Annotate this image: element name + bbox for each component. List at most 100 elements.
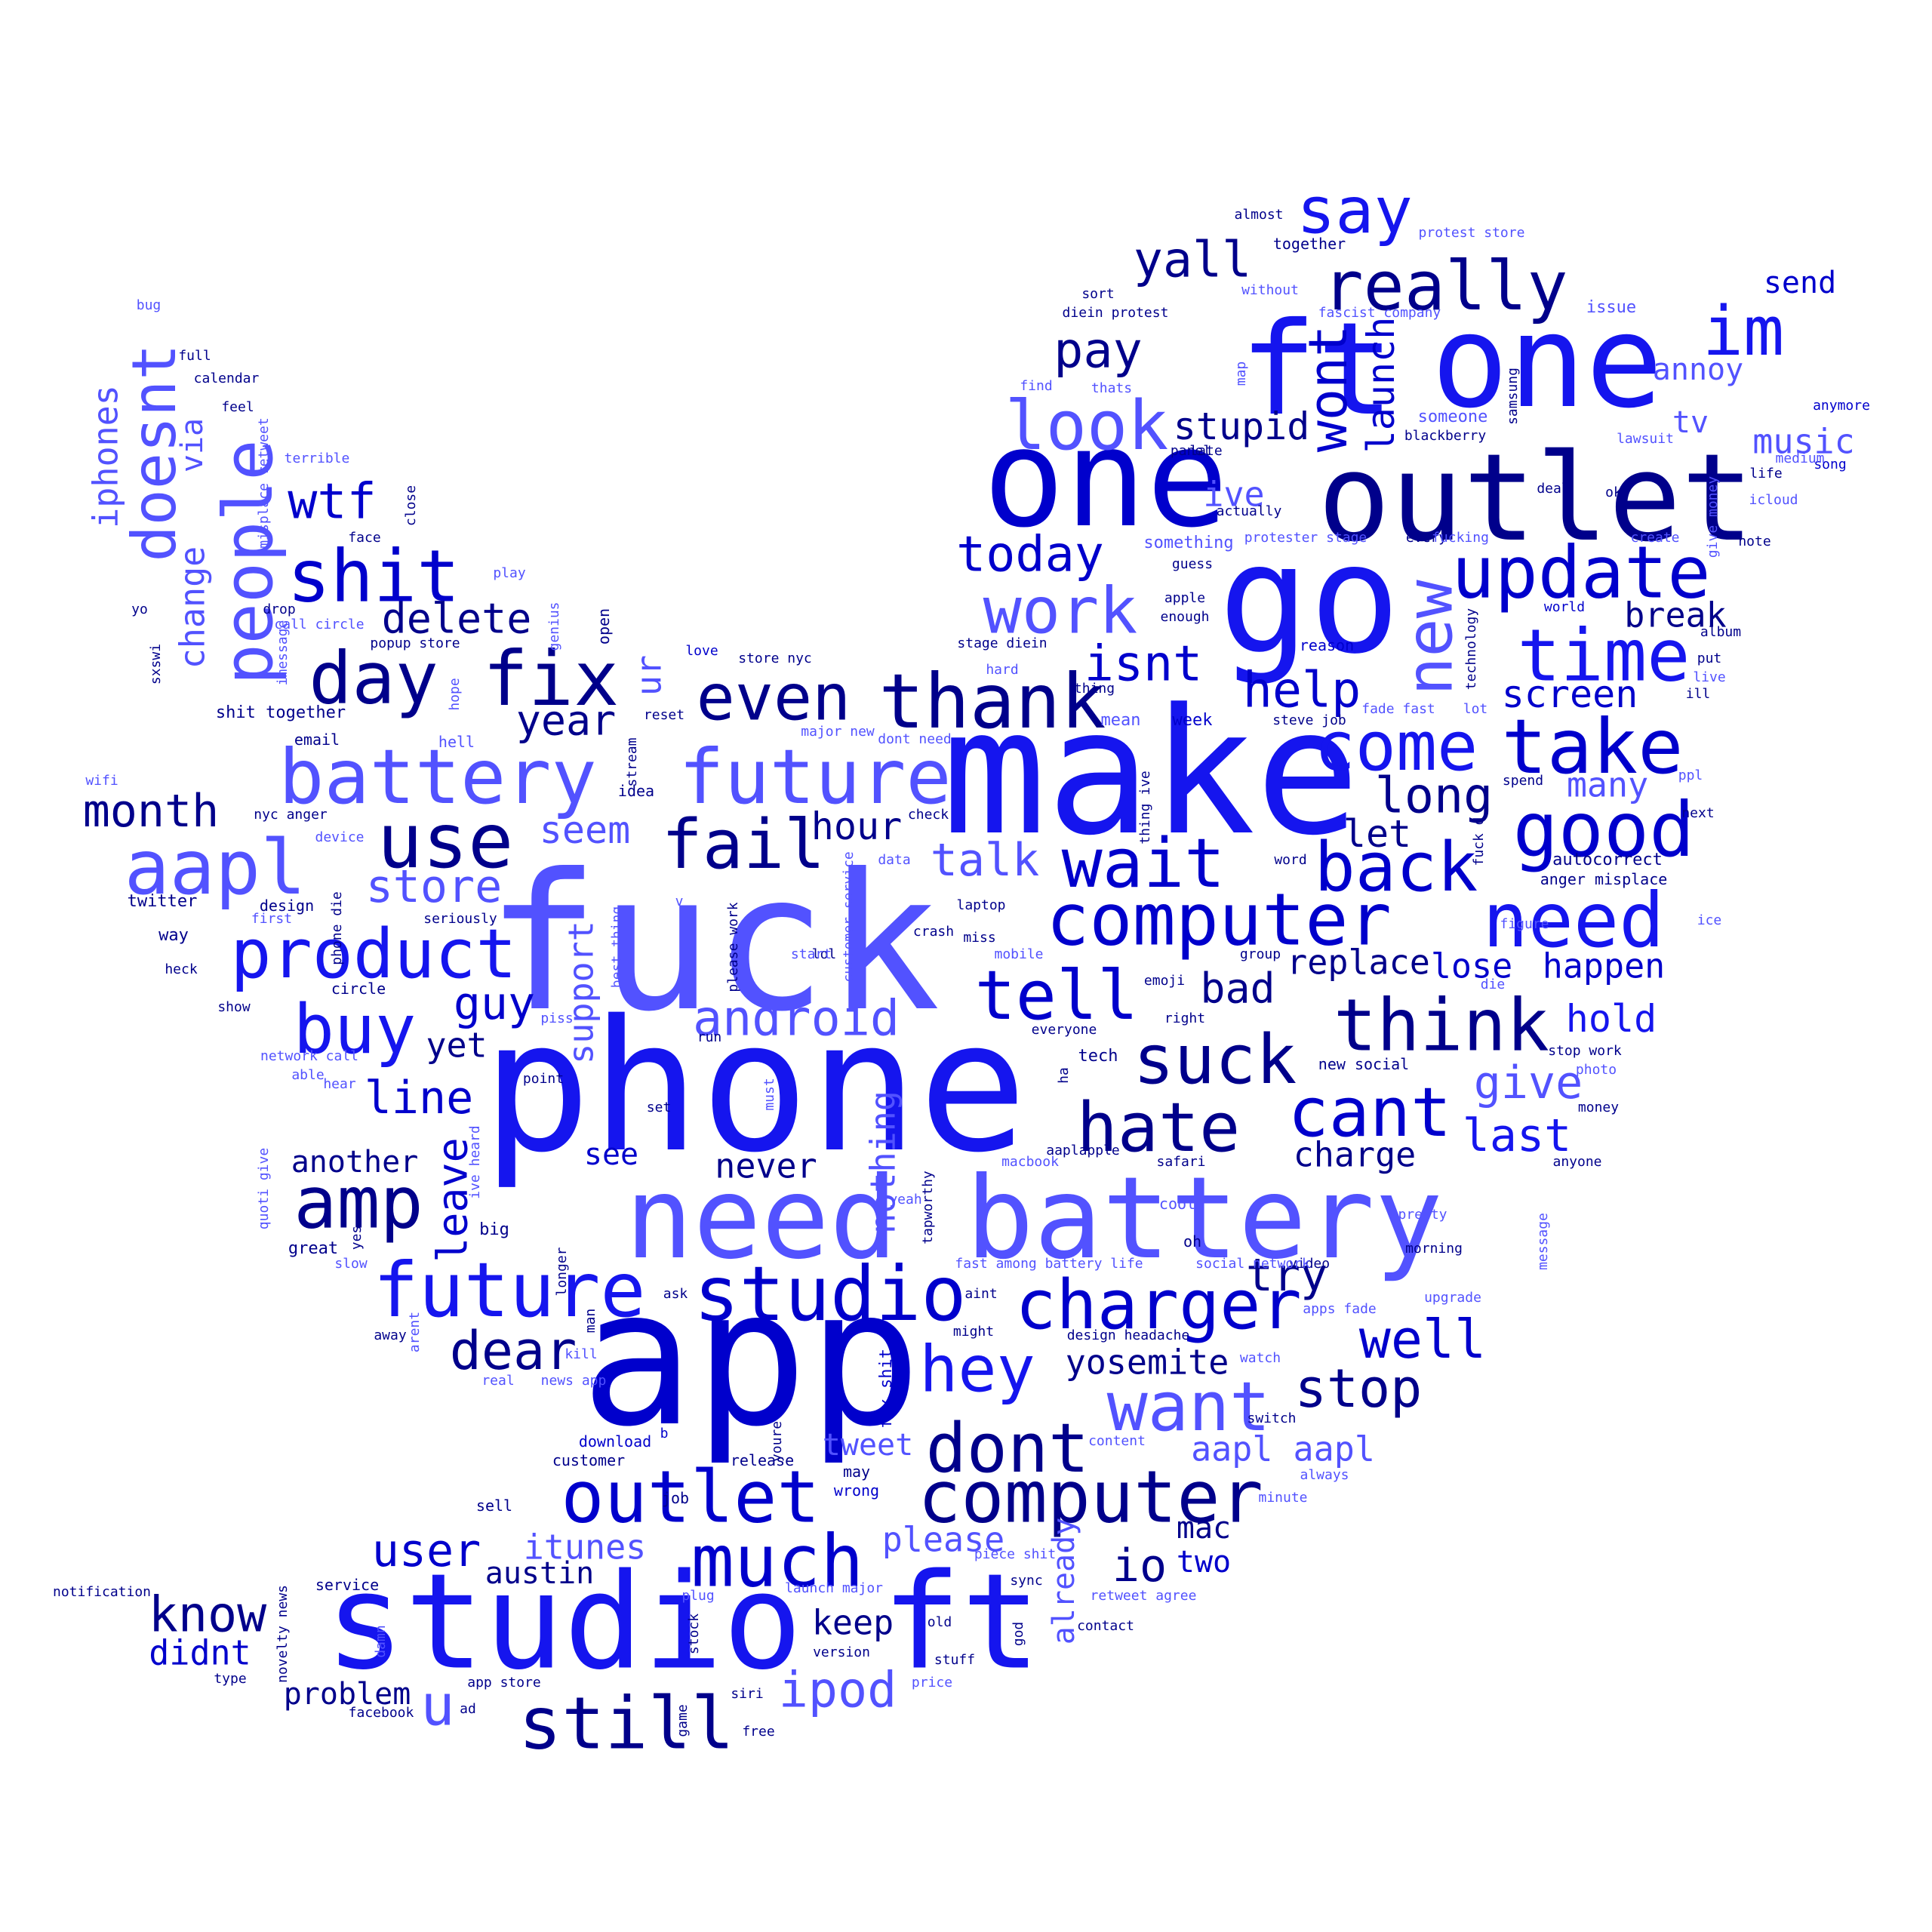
- word: close: [403, 485, 419, 527]
- word: network call: [260, 1048, 359, 1064]
- word: slow: [334, 1256, 368, 1272]
- word: take: [1501, 703, 1684, 791]
- word: see: [583, 1137, 639, 1172]
- word: app store: [467, 1675, 541, 1690]
- word: lot: [1463, 701, 1488, 717]
- word: note: [1738, 534, 1771, 549]
- word: yall: [1133, 232, 1252, 289]
- word: update: [1451, 531, 1711, 615]
- word: go: [1218, 512, 1401, 688]
- word: already: [1047, 1517, 1081, 1645]
- word: download: [578, 1432, 652, 1451]
- word: arent: [407, 1311, 423, 1353]
- word: stop work: [1548, 1043, 1622, 1059]
- word: wait: [1061, 824, 1226, 903]
- word: ive: [1203, 474, 1265, 515]
- word: kill: [565, 1346, 598, 1362]
- word: fuck: [485, 833, 941, 1053]
- word: someone: [1417, 408, 1488, 426]
- word: think: [1334, 984, 1549, 1068]
- word: seem: [539, 808, 631, 852]
- word: fuck d: [1471, 817, 1487, 866]
- word: outlet: [561, 1456, 820, 1540]
- word: u: [420, 1672, 455, 1739]
- word: version: [813, 1644, 870, 1660]
- word: laptop: [956, 897, 1006, 913]
- word: first: [251, 911, 293, 927]
- word: never: [715, 1146, 817, 1186]
- word: need battery: [625, 1153, 1443, 1284]
- word: new social: [1318, 1055, 1410, 1073]
- word: misplace retweet: [256, 417, 272, 549]
- word: anger misplace: [1540, 870, 1668, 888]
- word: fail: [661, 805, 826, 884]
- word: well: [1358, 1309, 1487, 1371]
- word: please work: [725, 902, 741, 992]
- word: thing: [1073, 681, 1115, 697]
- word: come: [1314, 707, 1478, 786]
- word: year: [515, 696, 617, 745]
- word: word: [1274, 852, 1307, 868]
- word: long: [1374, 768, 1494, 825]
- word: isnt: [1084, 635, 1203, 693]
- word: bad: [1200, 964, 1275, 1013]
- word: full: [178, 348, 211, 364]
- word: tell: [974, 956, 1139, 1035]
- word: imessage: [275, 620, 291, 686]
- word: day: [309, 637, 438, 721]
- word: deal: [1537, 481, 1570, 497]
- word: aapl aapl: [1191, 1429, 1375, 1469]
- word: design headache: [1066, 1327, 1190, 1343]
- word: battery: [278, 733, 597, 821]
- word: genius: [546, 601, 562, 651]
- word: fade fast: [1361, 701, 1435, 717]
- word: need: [1482, 876, 1665, 964]
- word: put: [1697, 651, 1722, 666]
- word: job: [661, 1489, 690, 1507]
- word: fast among battery life: [955, 1256, 1143, 1272]
- word: novelty news: [275, 1584, 291, 1684]
- word: way: [158, 926, 189, 945]
- word: notification: [52, 1584, 152, 1600]
- word: pay: [1054, 322, 1143, 380]
- word: stream: [624, 737, 640, 787]
- word: something: [1143, 534, 1234, 552]
- word: protester stage: [1244, 530, 1367, 546]
- word: last: [1462, 1109, 1572, 1162]
- word: music: [1752, 421, 1855, 462]
- word: piece shit: [974, 1546, 1057, 1562]
- word: safari: [1156, 1154, 1206, 1170]
- word: v: [675, 894, 684, 909]
- word: world: [1543, 599, 1586, 615]
- word: big: [479, 1220, 509, 1239]
- word: morning: [1405, 1241, 1463, 1257]
- word: tv: [1672, 405, 1709, 440]
- word: every: [1405, 530, 1447, 546]
- word: thank: [878, 657, 1106, 746]
- word: show: [217, 999, 251, 1015]
- word: back: [1314, 828, 1478, 907]
- word: time: [1517, 614, 1690, 698]
- word: lose: [1430, 946, 1513, 986]
- word: user: [371, 1524, 481, 1577]
- word: stage diein: [957, 635, 1048, 651]
- word: shit together: [215, 703, 346, 722]
- word: keep: [811, 1602, 894, 1643]
- word: ive heard: [467, 1125, 483, 1199]
- word: album: [1700, 624, 1742, 640]
- word: together: [1272, 235, 1346, 253]
- word: heck: [165, 961, 198, 977]
- word: annoy: [1652, 352, 1744, 387]
- word: launch: [1359, 316, 1403, 454]
- word: yes: [349, 1225, 365, 1251]
- word: b: [660, 1426, 669, 1441]
- word: stop: [1294, 1358, 1423, 1420]
- word: break: [1624, 595, 1727, 635]
- word: song: [1814, 457, 1847, 472]
- word: know: [148, 1586, 267, 1644]
- word: tapworthy: [920, 1171, 936, 1244]
- word: ok: [1605, 485, 1622, 500]
- word: lawsuit: [1617, 431, 1674, 447]
- word: watch: [1239, 1350, 1281, 1366]
